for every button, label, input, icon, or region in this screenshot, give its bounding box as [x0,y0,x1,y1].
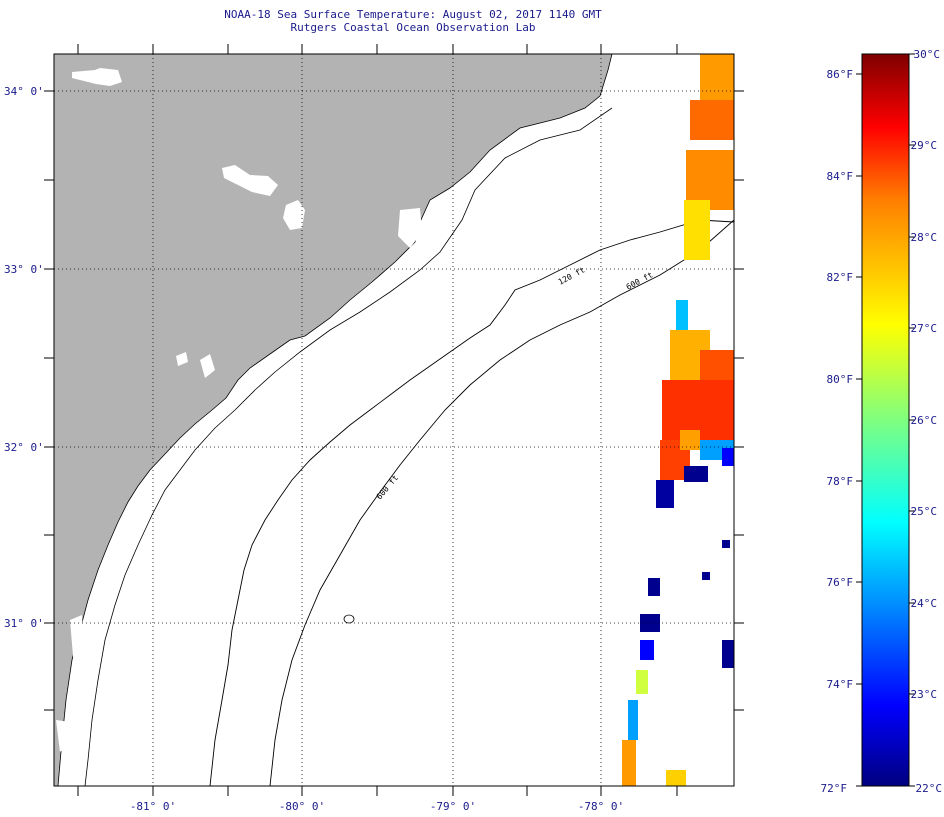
lat-label: 31° 0' [4,617,44,630]
lat-label: 32° 0' [4,441,44,454]
lake-patch [222,165,278,196]
map-frame [53,53,735,787]
colorbar-c-label: 24°C [911,597,938,610]
sst-swath [622,54,734,786]
colorbar-c-label: 29°C [911,139,938,152]
lake-patch [200,354,215,378]
colorbar-c-label: 23°C [911,688,938,701]
lat-label: 33° 0' [4,263,44,276]
colorbar-f-label: 74°F [827,678,854,691]
axis-ticks [44,44,744,796]
lake-patch [72,68,122,86]
lake-patch [176,352,188,366]
graticule [54,54,734,786]
colorbar-f-label: 82°F [827,271,854,284]
colorbar-f-label: 78°F [827,475,854,488]
lon-label: -80° 0' [279,800,325,813]
lake-patch [70,615,84,668]
colorbar [861,53,910,787]
colorbar-f-label: 76°F [827,576,854,589]
lake-patch [56,720,74,752]
colorbar-c-label: 28°C [911,231,938,244]
lon-label: -78° 0' [578,800,624,813]
colorbar-f-label: 84°F [827,170,854,183]
colorbar-c-label: 26°C [911,414,938,427]
colorbar-c-label: 27°C [911,322,938,335]
isobath-120ft [209,219,734,786]
colorbar-c-label: 30°C [914,48,941,61]
colorbar-f-label: 72°F [821,782,848,795]
colorbar-c-label: 25°C [911,505,938,518]
map-subtitle: Rutgers Coastal Ocean Observation Lab [290,21,536,34]
colorbar-c-label: 22°C [916,782,943,795]
lon-label: -81° 0' [130,800,176,813]
colorbar-ticks [856,53,915,787]
map-title: NOAA-18 Sea Surface Temperature: August … [224,8,602,21]
lat-label: 34° 0' [4,85,44,98]
inner-shelf-contour [84,107,613,786]
lake-patch [398,208,422,248]
lake-patch [283,200,305,230]
colorbar-f-label: 80°F [827,373,854,386]
seamount-contour [343,614,355,624]
colorbar-f-label: 86°F [827,68,854,81]
isobath-600ft [269,219,734,786]
land-mass [54,54,613,786]
lon-label: -79° 0' [430,800,476,813]
